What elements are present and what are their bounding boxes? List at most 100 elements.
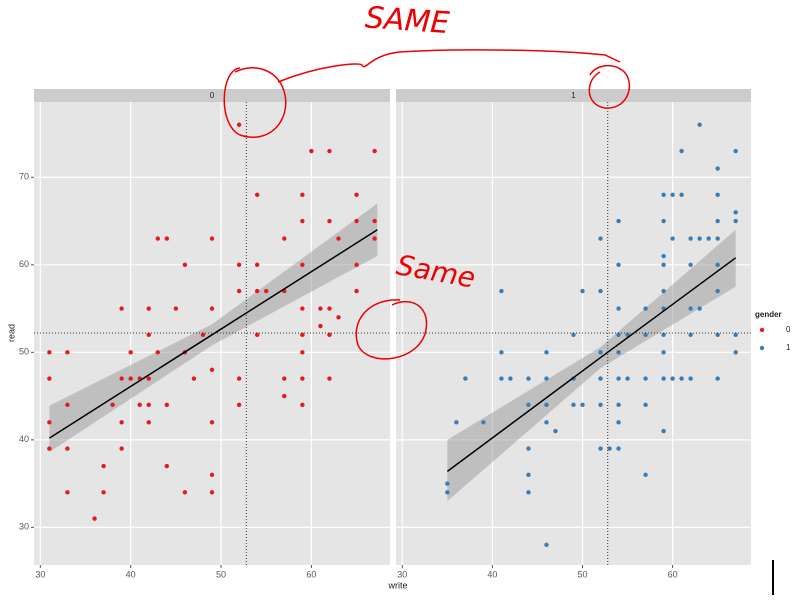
point <box>110 402 115 408</box>
point <box>254 288 260 294</box>
point <box>128 376 133 381</box>
point <box>616 332 621 338</box>
point <box>733 218 738 224</box>
point <box>625 376 630 381</box>
point <box>526 446 531 451</box>
point <box>137 402 142 408</box>
marks: 01 <box>34 102 791 565</box>
point <box>209 306 215 311</box>
point <box>715 262 720 267</box>
point <box>155 350 160 355</box>
point <box>670 236 675 241</box>
point <box>715 332 720 338</box>
point <box>688 262 693 267</box>
x-tick-label: 60 <box>668 569 678 579</box>
point <box>697 306 702 311</box>
point <box>209 236 215 241</box>
point <box>282 376 287 381</box>
point <box>526 472 531 478</box>
point <box>544 420 549 425</box>
point <box>65 490 70 495</box>
handwritten-marks <box>223 49 631 360</box>
point <box>661 192 666 197</box>
point <box>499 376 504 381</box>
point <box>236 376 242 381</box>
point <box>282 393 287 399</box>
point <box>616 446 621 451</box>
point <box>544 402 549 408</box>
point <box>146 306 151 311</box>
y-tick-label: 40 <box>19 434 29 444</box>
point <box>164 402 170 408</box>
circle <box>588 64 631 109</box>
point <box>616 420 621 425</box>
point <box>236 402 242 408</box>
point <box>236 262 242 267</box>
point <box>47 420 52 425</box>
point <box>697 122 702 127</box>
point <box>715 236 720 241</box>
bracket <box>277 49 621 83</box>
point <box>318 306 323 311</box>
strip-label: 0 <box>210 91 215 100</box>
point <box>544 350 549 355</box>
point <box>544 376 549 381</box>
point <box>445 481 450 486</box>
point <box>526 376 531 381</box>
point <box>354 262 359 267</box>
strip <box>396 89 751 102</box>
point <box>318 323 323 329</box>
circle <box>355 299 428 360</box>
point <box>336 315 341 320</box>
point <box>715 218 720 224</box>
legend-label: 0 <box>786 325 791 334</box>
y-axis-title: read <box>6 324 16 342</box>
point <box>300 332 305 338</box>
point <box>327 376 332 381</box>
point <box>47 350 52 355</box>
annotation: SAME <box>364 0 451 41</box>
point <box>526 402 531 408</box>
point <box>327 218 332 224</box>
point <box>580 402 585 408</box>
point <box>661 428 666 434</box>
point <box>264 288 269 294</box>
point <box>236 288 242 294</box>
point <box>688 306 693 311</box>
point <box>508 376 513 381</box>
legend-title: gender <box>755 310 782 319</box>
point <box>101 463 106 469</box>
point <box>688 236 693 241</box>
point <box>300 192 305 197</box>
point <box>643 402 648 408</box>
point <box>616 350 621 355</box>
point <box>101 490 106 495</box>
point <box>715 288 720 294</box>
point <box>300 350 305 355</box>
fit-line <box>48 229 378 439</box>
point <box>200 332 206 338</box>
point <box>354 218 359 224</box>
point <box>643 472 648 478</box>
point <box>164 463 170 469</box>
point <box>616 306 621 311</box>
point <box>715 166 720 171</box>
point <box>65 350 70 355</box>
point <box>209 367 215 373</box>
point <box>182 262 188 267</box>
point <box>616 376 621 381</box>
point <box>445 490 450 495</box>
legend-key <box>759 327 765 333</box>
point <box>670 192 675 197</box>
point <box>65 446 70 451</box>
x-axis-title: write <box>387 580 407 590</box>
point <box>236 122 242 127</box>
point <box>146 402 151 408</box>
point <box>715 376 720 381</box>
point <box>643 306 648 311</box>
point <box>173 306 179 311</box>
point <box>128 350 133 355</box>
point <box>372 148 377 154</box>
point <box>300 376 305 381</box>
